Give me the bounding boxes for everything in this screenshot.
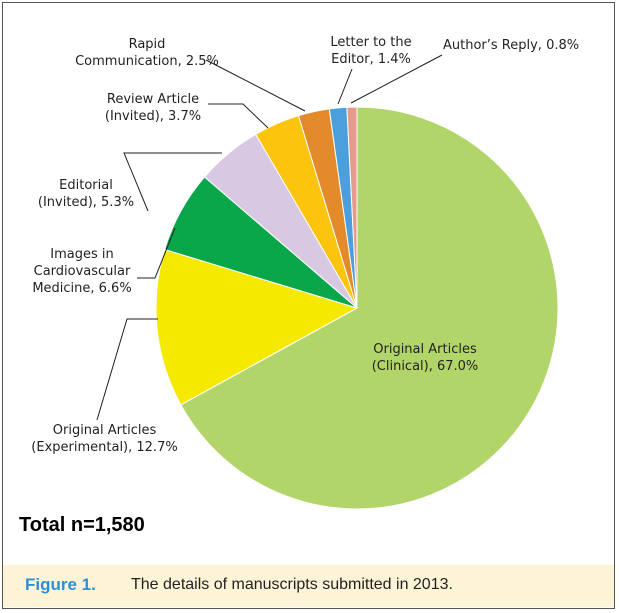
slice-label-6: Rapid Communication, 2.5% bbox=[75, 37, 219, 69]
pie-slice-1 bbox=[180, 106, 559, 510]
leader-line-4 bbox=[123, 152, 222, 212]
pie-chart bbox=[96, 54, 559, 510]
leader-line-2 bbox=[96, 318, 158, 421]
leader-line-7 bbox=[337, 68, 353, 105]
leader-line-3 bbox=[137, 227, 176, 279]
leader-line-5 bbox=[208, 103, 269, 129]
slice-label-3: Images in Cardiovascular Medicine, 6.6% bbox=[32, 247, 132, 296]
total-count-note: Total n=1,580 bbox=[19, 514, 145, 536]
leader-line-6 bbox=[205, 59, 306, 112]
leader-line-8 bbox=[350, 54, 443, 104]
slice-label-5: Review Article (Invited), 3.7% bbox=[104, 92, 202, 124]
caption-text: The details of manuscripts submitted in … bbox=[131, 576, 453, 593]
pie-slice-8 bbox=[346, 106, 358, 309]
caption-label: Figure 1. bbox=[25, 575, 96, 594]
slice-label-7: Letter to the Editor, 1.4% bbox=[330, 35, 412, 67]
slice-label-2: Original Articles (Experimental), 12.7% bbox=[31, 423, 178, 455]
slice-label-4: Editorial (Invited), 5.3% bbox=[37, 178, 135, 210]
slice-label-1: Original Articles (Clinical), 67.0% bbox=[371, 342, 479, 374]
figure-caption: Figure 1. The details of manuscripts sub… bbox=[3, 565, 614, 607]
slice-label-8: Author’s Reply, 0.8% bbox=[443, 38, 580, 53]
